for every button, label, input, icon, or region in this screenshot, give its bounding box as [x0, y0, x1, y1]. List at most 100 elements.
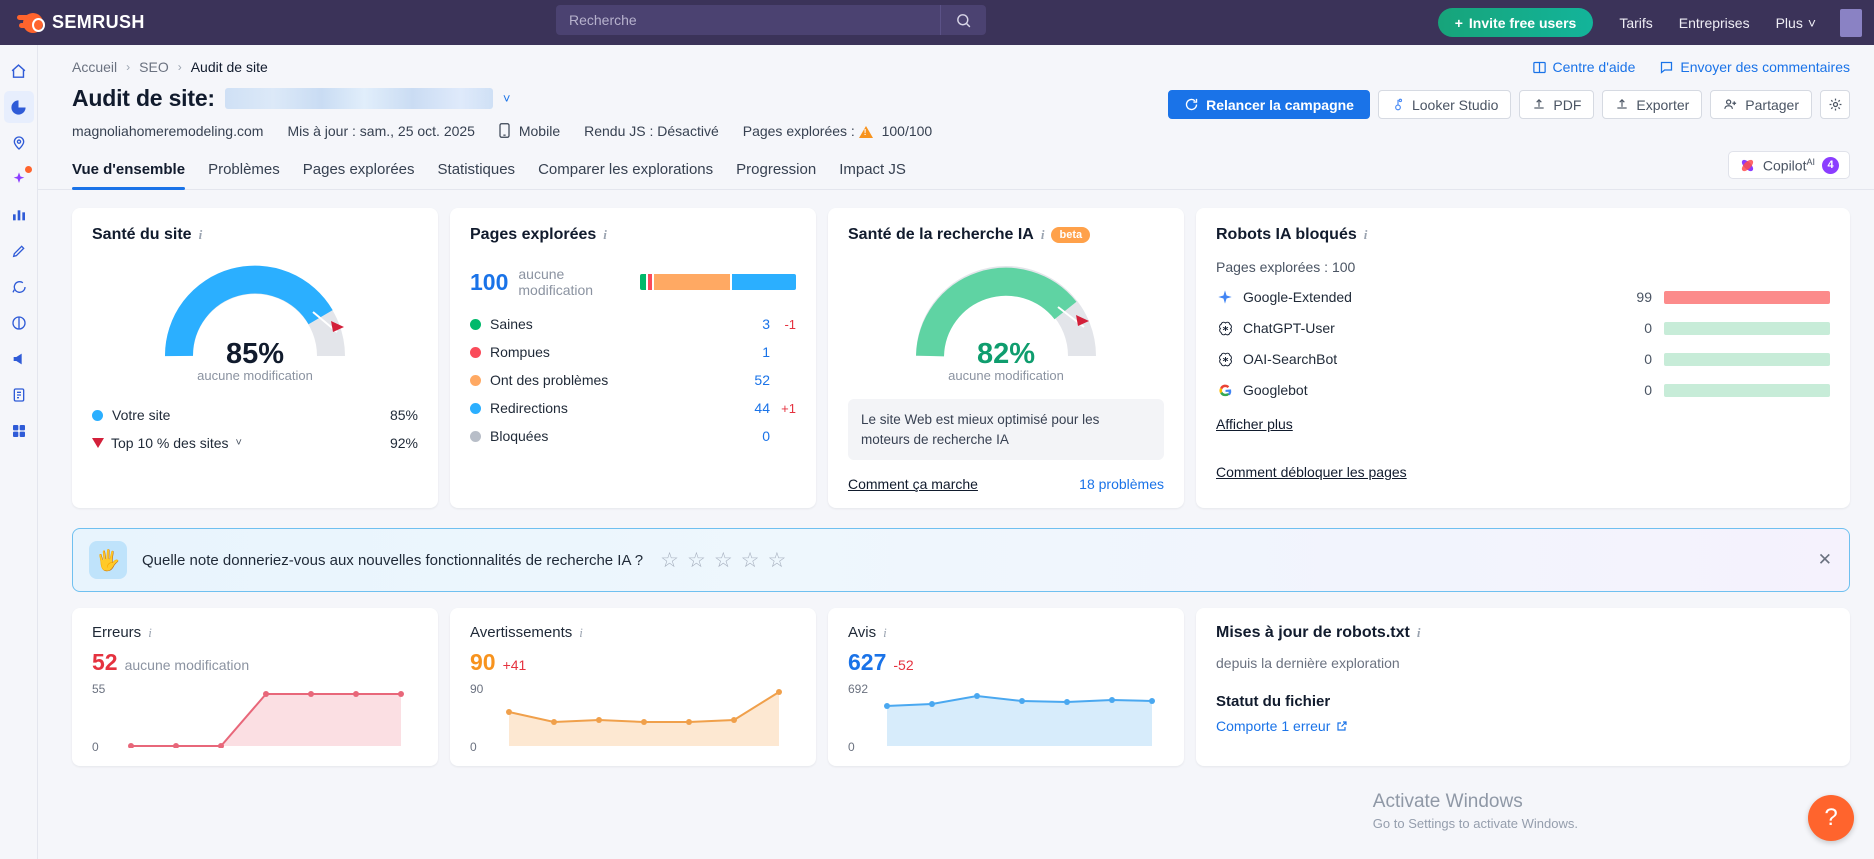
global-search[interactable]: [556, 5, 986, 35]
star-4-icon[interactable]: ☆: [740, 548, 760, 572]
rail-reports-icon[interactable]: [4, 379, 34, 411]
ai-search-health-change: aucune modification: [948, 368, 1064, 383]
nav-tarifs-label: Tarifs: [1619, 14, 1653, 31]
bar-segment-rompues: [648, 274, 653, 290]
settings-button[interactable]: [1820, 90, 1850, 119]
legend-row-top10[interactable]: Top 10 % des sites ˅ 92%: [92, 435, 418, 451]
windows-activation-watermark: Activate Windows Go to Settings to activ…: [1373, 791, 1578, 831]
warnings-change: +41: [502, 657, 527, 674]
errors-title-text: Erreurs: [92, 624, 142, 642]
star-5-icon[interactable]: ☆: [767, 548, 787, 572]
star-3-icon[interactable]: ☆: [713, 548, 733, 572]
bot-value-chatgpt-user: 0: [1644, 320, 1652, 336]
avatar[interactable]: [1840, 8, 1862, 37]
breadcrumb-item-audit: Audit de site: [190, 59, 268, 75]
robots-file-status-label: Statut du fichier: [1216, 693, 1331, 711]
survey-banner: 🖐 Quelle note donneriez-vous aux nouvell…: [72, 528, 1850, 593]
nav-entreprises[interactable]: Entreprises: [1679, 15, 1750, 31]
breadcrumb-item-accueil[interactable]: Accueil: [72, 59, 118, 75]
crawled-row-redirections[interactable]: Redirections 44 +1: [470, 400, 796, 416]
rail-local-pin-icon[interactable]: [4, 127, 34, 159]
site-health-value: 85%: [225, 338, 285, 370]
info-icon[interactable]: i: [1416, 625, 1421, 641]
nav-tarifs[interactable]: Tarifs: [1619, 15, 1652, 31]
how-it-works-link[interactable]: Comment ça marche: [848, 476, 978, 493]
crawled-row-saines[interactable]: Saines 3 -1: [470, 316, 796, 332]
rail-seo-icon[interactable]: [3, 91, 34, 123]
bot-name-chatgpt-user: ChatGPT-User: [1243, 320, 1335, 336]
notices-chart-svg: [884, 693, 1155, 747]
copilot-button[interactable]: CopilotAI 4: [1727, 151, 1850, 179]
header-actions: Centre d'aide Envoyer des commentaires R…: [1168, 59, 1850, 119]
upload-icon: [1617, 99, 1628, 109]
rail-analytics-icon[interactable]: [4, 199, 34, 231]
nav-plus-label: Plus: [1775, 14, 1803, 31]
robots-file-status-text: Comporte 1 erreur: [1216, 718, 1331, 735]
bot-bar-chatgpt-user: [1664, 321, 1830, 335]
crawled-row-bloquees[interactable]: Bloquées 0: [470, 428, 796, 444]
send-feedback-link[interactable]: Envoyer des commentaires: [1659, 59, 1850, 75]
share-label: Partager: [1745, 96, 1799, 113]
nav-plus[interactable]: Plus ˅: [1776, 15, 1816, 31]
project-domain[interactable]: magnoliahomeremodeling.com: [72, 123, 264, 139]
rail-social-chat-icon[interactable]: [4, 271, 34, 303]
info-icon[interactable]: i: [198, 227, 203, 242]
rail-apps-grid-icon[interactable]: [4, 415, 34, 447]
info-icon[interactable]: i: [603, 227, 607, 242]
invite-label: Invite free users: [1468, 14, 1577, 31]
robots-file-status-value[interactable]: Comporte 1 erreur: [1216, 718, 1830, 734]
info-icon[interactable]: i: [579, 624, 583, 640]
ai-search-health-footer: Comment ça marche 18 problèmes: [848, 476, 1164, 492]
legend-dot-icon: [470, 402, 481, 414]
help-center-link[interactable]: Centre d'aide: [1532, 59, 1635, 75]
tab-comparer-les-explorations[interactable]: Comparer les explorations: [538, 161, 714, 178]
project-switch-chevron-down-icon[interactable]: ˅: [502, 91, 511, 106]
tab-progression[interactable]: Progression: [736, 161, 817, 178]
survey-star-rating[interactable]: ☆ ☆ ☆ ☆ ☆: [660, 550, 786, 571]
crawled-label-redirections: Redirections: [490, 400, 568, 416]
invite-free-users-button[interactable]: + Invite free users: [1437, 8, 1594, 37]
crawled-row-rompues[interactable]: Rompues 1: [470, 344, 796, 360]
ai-issues-link[interactable]: 18 problèmes: [1079, 476, 1164, 493]
export-button[interactable]: Exporter: [1602, 90, 1703, 119]
help-button[interactable]: ?: [1808, 795, 1854, 841]
search-icon[interactable]: [940, 5, 986, 35]
looker-studio-button[interactable]: Looker Studio: [1377, 90, 1512, 119]
crawled-row-problemes[interactable]: Ont des problèmes 52: [470, 372, 796, 388]
chevron-down-icon[interactable]: ˅: [235, 437, 242, 449]
semrush-logo[interactable]: SEMRUSH: [17, 12, 197, 34]
rail-agency-icon[interactable]: [4, 307, 34, 339]
ai-search-health-note: Le site Web est mieux optimisé pour les …: [848, 399, 1164, 461]
breadcrumb-item-seo[interactable]: SEO: [139, 59, 169, 75]
close-icon[interactable]: ✕: [1817, 550, 1832, 570]
star-1-icon[interactable]: ☆: [660, 548, 679, 572]
warnings-title: Avertissements i: [470, 624, 796, 641]
info-icon[interactable]: i: [883, 624, 887, 640]
crawled-pages-title: Pages explorées i: [470, 226, 796, 244]
tab-pages-explorees[interactable]: Pages explorées: [302, 161, 415, 178]
warnings-value: 90: [470, 649, 496, 676]
tab-bar: Vue d'ensemble Problèmes Pages explorées…: [38, 139, 1874, 190]
rail-advertising-icon[interactable]: [4, 343, 34, 375]
tab-impact-js[interactable]: Impact JS: [839, 161, 906, 178]
legend-dot-icon: [470, 374, 481, 386]
info-icon[interactable]: i: [1363, 227, 1368, 242]
info-icon[interactable]: i: [148, 624, 152, 640]
warnings-card: Avertissements i 90 +41 90 0: [450, 608, 816, 767]
tab-problemes[interactable]: Problèmes: [208, 161, 280, 178]
unblock-pages-link[interactable]: Comment débloquer les pages: [1216, 464, 1407, 480]
rail-ai-sparkle-icon[interactable]: [4, 163, 34, 195]
tab-vue-densemble[interactable]: Vue d'ensemble: [72, 161, 186, 190]
show-more-link[interactable]: Afficher plus: [1216, 416, 1293, 432]
errors-value: 52: [92, 649, 118, 676]
rail-content-pen-icon[interactable]: [4, 235, 34, 267]
search-input[interactable]: [556, 12, 940, 28]
crawled-label-rompues: Rompues: [490, 344, 550, 360]
rerun-campaign-button[interactable]: Relancer la campagne: [1168, 90, 1370, 119]
share-button[interactable]: Partager: [1710, 90, 1812, 119]
info-icon[interactable]: i: [1040, 227, 1045, 242]
star-2-icon[interactable]: ☆: [686, 548, 706, 572]
rail-home-icon[interactable]: [4, 55, 34, 87]
pdf-button[interactable]: PDF: [1519, 90, 1595, 119]
tab-statistiques[interactable]: Statistiques: [437, 161, 516, 178]
